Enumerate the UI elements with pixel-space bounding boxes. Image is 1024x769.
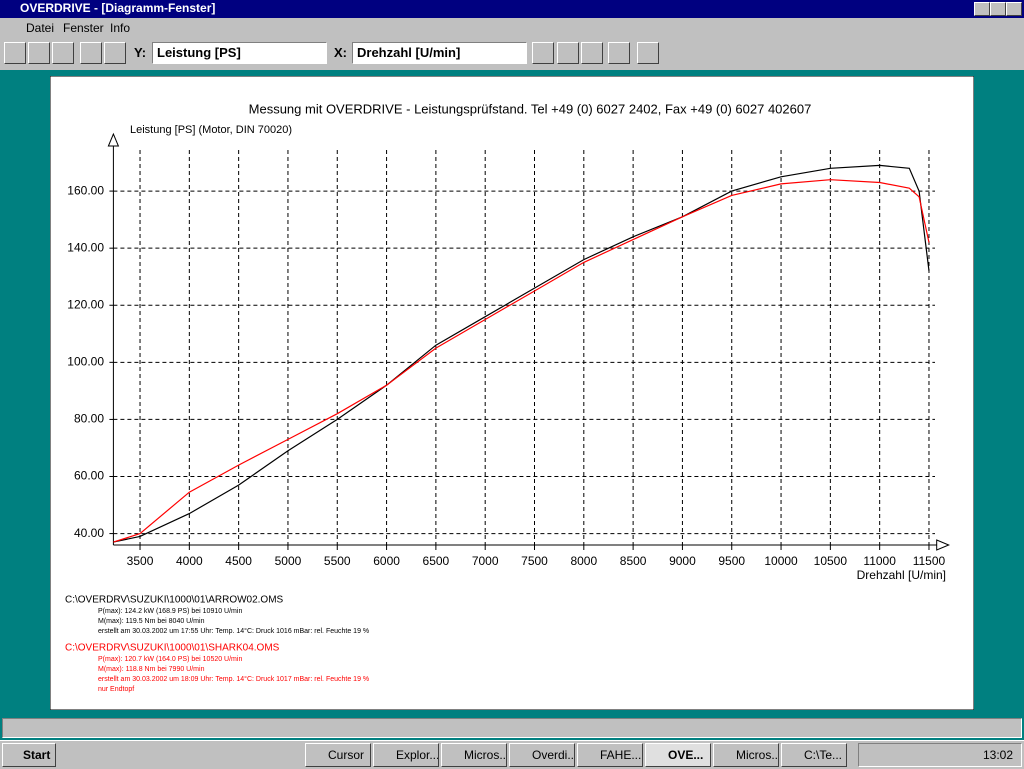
legend-detail: P(max): 120.7 kW (164.0 PS) bei 10520 U/…: [98, 656, 242, 663]
print-button[interactable]: [52, 42, 74, 64]
y-tick-label: 100.00: [67, 355, 104, 369]
x-tick-label: 7500: [521, 554, 548, 568]
task-button[interactable]: Explor...: [373, 743, 439, 767]
legend-entry: C:\OVERDRV\SUZUKI\1000\01\ARROW02.OMS: [65, 595, 284, 606]
open-button[interactable]: [4, 42, 26, 64]
zoom-button[interactable]: [532, 42, 554, 64]
task-button[interactable]: Cursor: [305, 743, 371, 767]
tool-button[interactable]: [557, 42, 579, 64]
tool-button[interactable]: [581, 42, 603, 64]
gauge-button[interactable]: [80, 42, 102, 64]
menu-bar: Datei Fenster Info: [0, 18, 1024, 38]
y-tick-label: 80.00: [74, 412, 104, 426]
chart-title: Messung mit OVERDRIVE - Leistungsprüfsta…: [249, 101, 812, 116]
legend-detail: nur Endtopf: [98, 686, 134, 693]
x-tick-label: 6000: [373, 554, 400, 568]
x-tick-label: 3500: [127, 554, 154, 568]
data-line: [113, 164, 930, 543]
menu-item[interactable]: Info: [110, 21, 131, 35]
lambda-button[interactable]: [637, 42, 659, 64]
x-tick-label: 5500: [324, 554, 351, 568]
x-tick-label: 7000: [472, 554, 499, 568]
open-button[interactable]: [28, 42, 50, 64]
x-axis-label: Drehzahl [U/min]: [857, 568, 946, 582]
x-tick-label: 4000: [176, 554, 203, 568]
y-tick-label: 40.00: [74, 526, 104, 540]
y-tick-label: 60.00: [74, 469, 104, 483]
y-label: Y:: [134, 45, 147, 60]
legend-detail: M(max): 118.8 Nm bei 7990 U/min: [98, 666, 205, 673]
x-tick-label: 8500: [620, 554, 647, 568]
x-tick-label: 9000: [669, 554, 696, 568]
window-title: OVERDRIVE - [Diagramm-Fenster]: [20, 1, 216, 15]
x-tick-label: 8000: [570, 554, 597, 568]
x-tick-label: 11000: [863, 554, 896, 568]
x-tick-label: 11500: [913, 554, 946, 568]
x-tick-label: 4500: [225, 554, 252, 568]
restore-button[interactable]: [990, 2, 1006, 16]
legend-detail: M(max): 119.5 Nm bei 8040 U/min: [98, 618, 205, 625]
minimize-button[interactable]: [974, 2, 990, 16]
status-bar: [2, 718, 1022, 738]
task-button[interactable]: Micros...: [713, 743, 779, 767]
y-tick-label: 140.00: [67, 240, 104, 254]
y-tick-label: 160.00: [67, 183, 104, 197]
y-tick-label: 120.00: [67, 297, 104, 311]
chart: Messung mit OVERDRIVE - Leistungsprüfsta…: [50, 76, 974, 710]
y-axis-label: Leistung [PS] (Motor, DIN 70020): [130, 124, 292, 136]
legend-detail: erstellt am 30.03.2002 um 18:09 Uhr: Tem…: [98, 675, 369, 683]
list-button[interactable]: [104, 42, 126, 64]
chart-panel: [50, 76, 974, 710]
x-tick-label: 10000: [764, 554, 798, 568]
x-axis-arrow: [936, 539, 950, 551]
task-button[interactable]: C:\Te...: [781, 743, 847, 767]
x-tick-label: 6500: [423, 554, 450, 568]
task-button[interactable]: Overdi...: [509, 743, 575, 767]
menu-item[interactable]: Datei: [26, 21, 55, 35]
x-tick-label: 9500: [718, 554, 745, 568]
y-axis-arrow: [107, 132, 120, 147]
toolbar: Y: Leistung [PS] X: Drehzahl [U/min]: [0, 38, 1024, 70]
menu-item[interactable]: Fenster: [63, 21, 104, 35]
x-select[interactable]: Drehzahl [U/min]: [352, 42, 527, 64]
x-tick-label: 5000: [275, 554, 302, 568]
task-button[interactable]: OVE...: [645, 743, 711, 767]
start-button[interactable]: Start: [2, 743, 56, 767]
taskbar: Start 13:02 Cursor Explor... Micros... Over…: [0, 740, 1024, 769]
legend-detail: P(max): 124.2 kW (168.9 PS) bei 10910 U/…: [98, 608, 242, 615]
x-tick-label: 10500: [814, 554, 848, 568]
tray: 13:02: [858, 743, 1022, 767]
legend-entry: C:\OVERDRV\SUZUKI\1000\01\SHARK04.OMS: [65, 643, 280, 654]
task-button[interactable]: FAHE...: [577, 743, 643, 767]
close-button[interactable]: [1006, 2, 1022, 16]
x-label: X:: [334, 45, 347, 60]
title-bar: OVERDRIVE - [Diagramm-Fenster]: [0, 0, 1024, 18]
tool-button[interactable]: [608, 42, 630, 64]
clock: 13:02: [982, 748, 1013, 762]
legend-detail: erstellt am 30.03.2002 um 17:55 Uhr: Tem…: [98, 627, 369, 635]
y-select[interactable]: Leistung [PS]: [152, 42, 327, 64]
data-line: [113, 179, 930, 543]
task-button[interactable]: Micros...: [441, 743, 507, 767]
